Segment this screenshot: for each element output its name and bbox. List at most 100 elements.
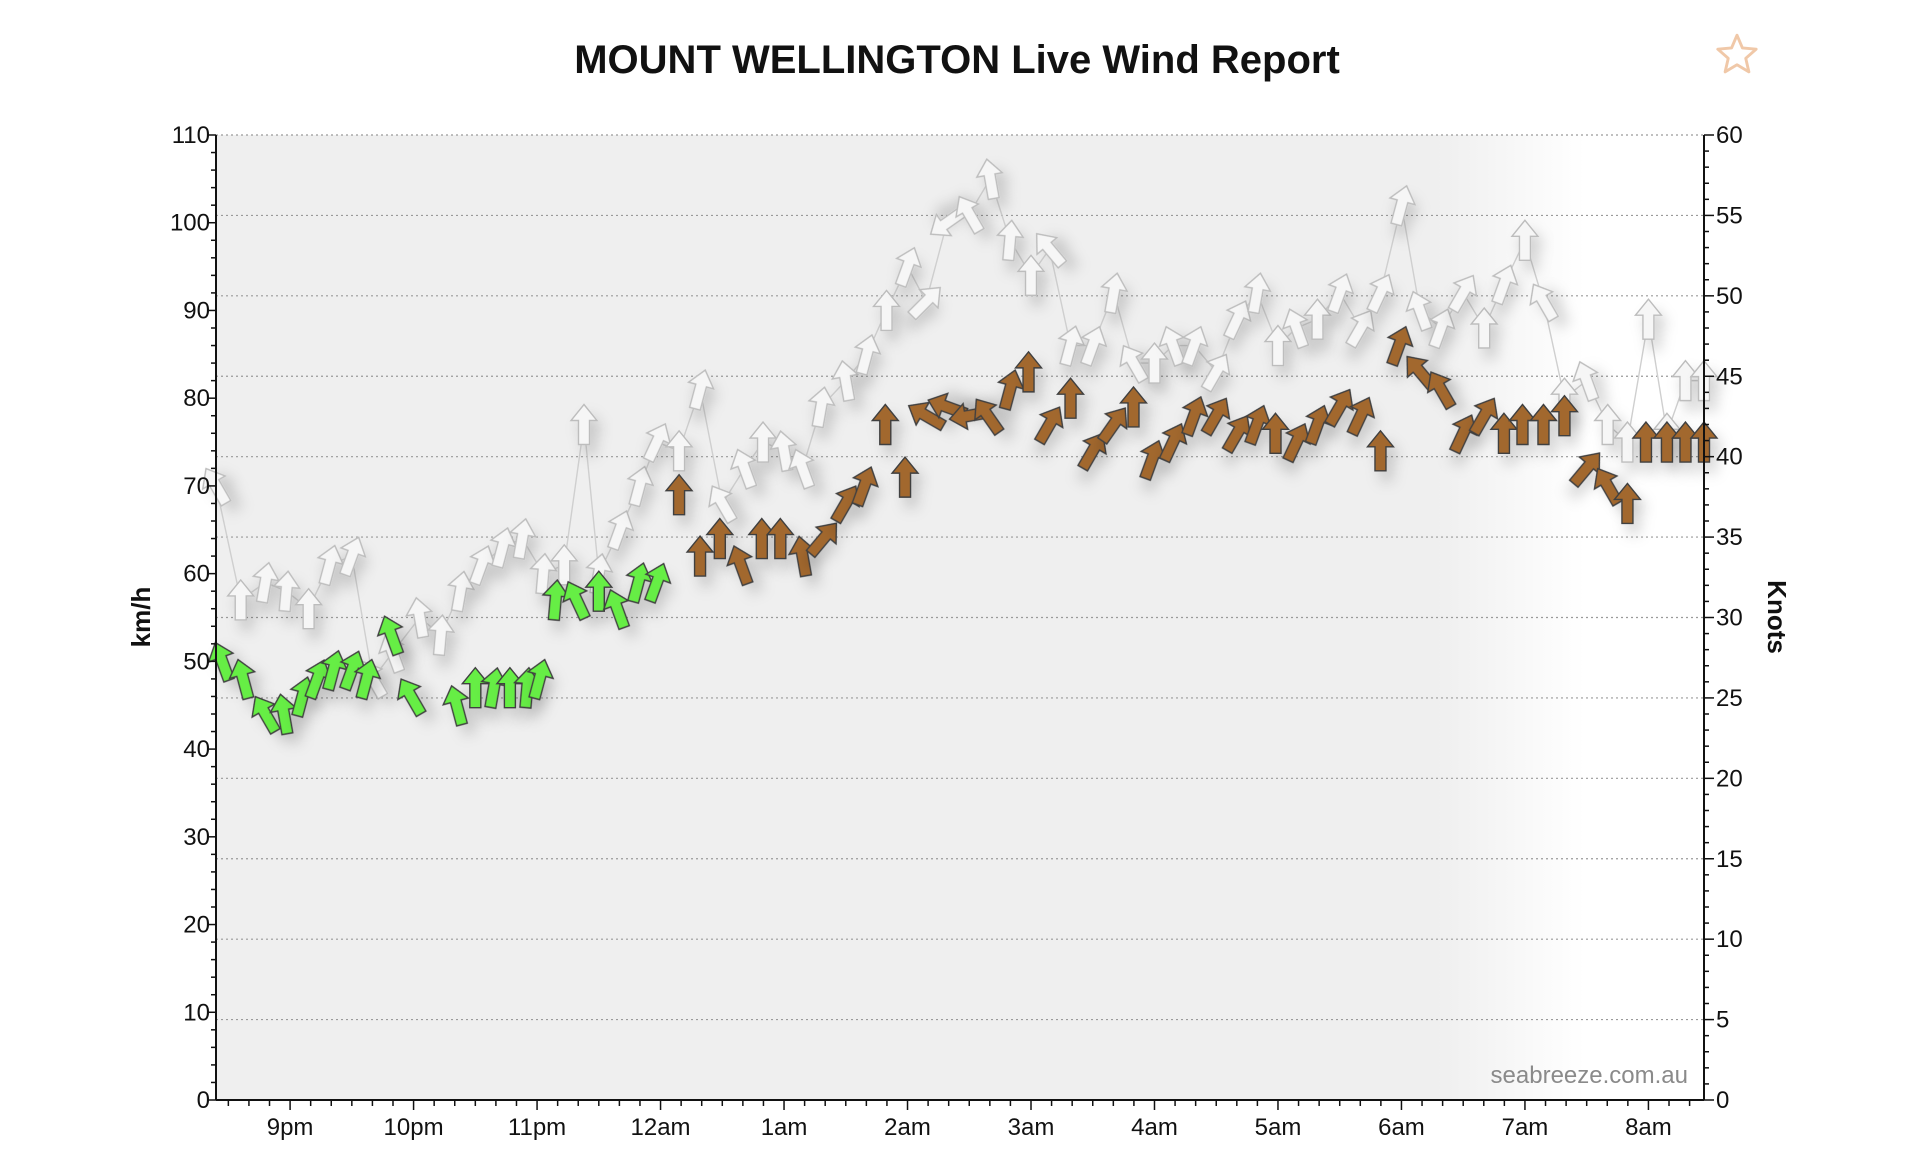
x-tick-label: 2am (884, 1114, 931, 1141)
gust-arrow (251, 561, 281, 604)
gust-arrow (569, 403, 599, 446)
gust-arrow (872, 289, 901, 332)
y-tick-label: 90 (183, 297, 210, 324)
wind-arrow (1119, 385, 1148, 428)
gust-arrow (549, 543, 579, 586)
y-tick-label: 30 (183, 824, 210, 851)
x-tick-label: 1am (761, 1114, 808, 1141)
gust-arrow (1016, 254, 1046, 297)
gust-arrow (1469, 306, 1499, 349)
wind-arrow (830, 485, 860, 525)
y-axis-title-left: km/h (126, 587, 156, 648)
star-outline-icon[interactable] (1712, 30, 1762, 80)
wind-arrow (460, 666, 490, 709)
wind-arrows (207, 325, 1719, 736)
y-axis-title-right: Knots (1762, 580, 1792, 654)
gust-arrow (907, 286, 941, 321)
wind-arrow (526, 658, 555, 701)
grid-lines (216, 134, 1704, 1021)
x-tick-label: 12am (631, 1114, 691, 1141)
wind-arrow (376, 615, 405, 657)
wind-arrow (1593, 467, 1624, 507)
wind-arrow (1489, 412, 1519, 454)
wind-arrow (1200, 397, 1231, 437)
y-tick-label: 110 (172, 122, 210, 149)
wind-arrow (1549, 394, 1579, 437)
gust-arrow (1119, 344, 1150, 385)
y-tick-label: 40 (183, 736, 210, 763)
y-tick-label: 70 (183, 473, 210, 500)
wind-arrow (353, 658, 382, 701)
gust-arrow (1326, 273, 1355, 315)
wind-arrow (1181, 395, 1209, 438)
gust-arrow (1303, 298, 1332, 340)
wind-arrow (1365, 429, 1395, 472)
wind-arrow (396, 678, 427, 718)
gust-arrow (955, 195, 985, 235)
x-tick-label: 3am (1008, 1114, 1055, 1141)
wind-arrow (251, 695, 282, 736)
gust-arrow (1079, 325, 1108, 368)
gust-arrow (508, 517, 538, 561)
wind-arrow (1468, 397, 1499, 437)
gust-arrow (1366, 273, 1395, 315)
wind-arrow (851, 466, 880, 508)
y2-tick-label: 30 (1716, 605, 1743, 632)
wind-arrow (1612, 482, 1642, 525)
wind-arrow (602, 588, 631, 631)
gust-arrow (1405, 290, 1433, 333)
y-tick-label: 60 (183, 561, 210, 588)
x-tick-label: 10pm (384, 1114, 444, 1141)
y2-tick-label: 0 (1716, 1087, 1729, 1114)
gust-arrow (294, 587, 324, 630)
gust-arrow (1491, 264, 1519, 306)
wind-arrow (765, 517, 795, 560)
gust-arrow (1181, 325, 1209, 368)
gust-arrow (995, 219, 1025, 262)
y2-tick-label: 45 (1716, 363, 1743, 390)
gust-arrow (272, 570, 302, 613)
y-tick-label: 100 (170, 210, 210, 237)
y-tick-label: 20 (183, 912, 210, 939)
wind-arrow (1056, 377, 1085, 419)
y2-tick-label: 15 (1716, 846, 1743, 873)
gust-arrow (1057, 325, 1086, 368)
plot-background (216, 135, 1704, 1100)
y2-tick-label: 55 (1716, 202, 1743, 229)
y-tick-label: 10 (183, 999, 210, 1026)
wind-arrow (1528, 403, 1558, 446)
y2-tick-label: 60 (1716, 122, 1743, 149)
gust-arrow (1593, 403, 1623, 446)
y2-tick-label: 35 (1716, 524, 1743, 551)
y2-tick-label: 20 (1716, 765, 1743, 792)
wind-arrow (726, 545, 754, 587)
gust-arrow (894, 246, 923, 289)
gust-arrow (1140, 341, 1169, 384)
wind-arrow (705, 517, 735, 560)
wind-arrow (1033, 406, 1064, 446)
y2-tick-label: 25 (1716, 685, 1743, 712)
wind-arrow (1077, 432, 1107, 472)
wind-arrow (805, 522, 838, 559)
gust-arrow (606, 509, 635, 552)
gust-arrow (1200, 353, 1231, 393)
gust-arrow (1263, 324, 1293, 367)
gust-arrow (787, 448, 816, 490)
gust-arrow (1100, 272, 1129, 315)
wind-arrow (1096, 407, 1128, 446)
wind-arrow (1386, 325, 1414, 368)
wind-arrow (228, 658, 257, 701)
wind-arrow (1426, 371, 1457, 411)
y-tick-label: 50 (183, 648, 210, 675)
wind-arrow (1261, 412, 1290, 454)
gust-arrow (1571, 360, 1600, 403)
y2-tick-label: 5 (1716, 1007, 1729, 1034)
wind-arrow (562, 580, 591, 622)
wind-arrow (974, 398, 1005, 437)
gust-arrow (975, 158, 1004, 201)
x-tick-label: 6am (1378, 1114, 1425, 1141)
x-tick-label: 9pm (267, 1114, 314, 1141)
wind-arrow (584, 570, 614, 612)
wind-arrow (685, 534, 715, 577)
wind-arrow (1014, 350, 1044, 393)
